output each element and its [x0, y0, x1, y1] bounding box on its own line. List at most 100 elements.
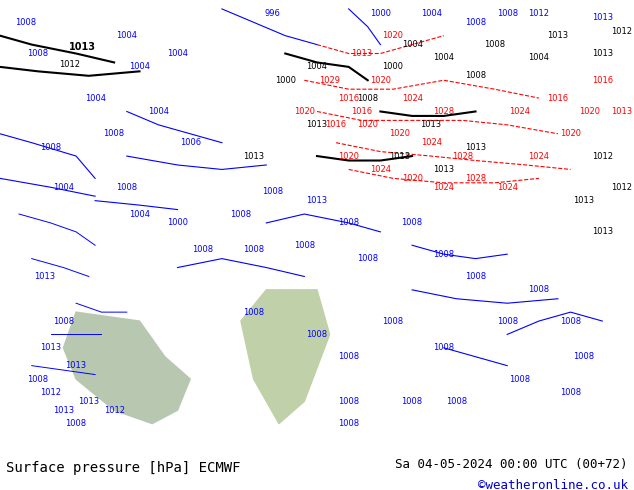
Text: 1016: 1016 — [547, 94, 569, 102]
Text: 1004: 1004 — [401, 40, 423, 49]
Text: 1008: 1008 — [465, 72, 486, 80]
Text: 1012: 1012 — [40, 388, 61, 397]
Polygon shape — [63, 312, 190, 423]
Text: 1020: 1020 — [370, 76, 391, 85]
Text: 1016: 1016 — [592, 76, 613, 85]
Text: 1008: 1008 — [560, 317, 581, 325]
Text: 1024: 1024 — [509, 107, 531, 116]
Text: 1024: 1024 — [433, 183, 455, 192]
Text: 1020: 1020 — [389, 129, 410, 138]
Text: 1008: 1008 — [338, 219, 359, 227]
Text: 1000: 1000 — [382, 62, 404, 72]
Text: 1008: 1008 — [338, 397, 359, 406]
Text: ©weatheronline.co.uk: ©weatheronline.co.uk — [477, 479, 628, 490]
Text: 1029: 1029 — [319, 76, 340, 85]
Text: 1013: 1013 — [53, 406, 74, 415]
Text: 1008: 1008 — [40, 143, 61, 151]
Text: 1020: 1020 — [357, 121, 378, 129]
Text: 1008: 1008 — [192, 245, 214, 254]
Text: 1013: 1013 — [389, 151, 410, 161]
Text: 1004: 1004 — [129, 62, 150, 72]
Text: 1000: 1000 — [370, 9, 391, 18]
Text: 1004: 1004 — [53, 183, 74, 192]
Text: 1013: 1013 — [611, 107, 632, 116]
Text: 1008: 1008 — [433, 250, 455, 259]
Text: 996: 996 — [264, 9, 281, 18]
Text: 1024: 1024 — [370, 165, 391, 174]
Text: 1024: 1024 — [496, 183, 518, 192]
Text: 1004: 1004 — [528, 53, 550, 62]
Text: 1013: 1013 — [78, 397, 100, 406]
Text: 1008: 1008 — [528, 285, 550, 294]
Text: 1008: 1008 — [338, 419, 359, 428]
Text: Surface pressure [hPa] ECMWF: Surface pressure [hPa] ECMWF — [6, 462, 241, 475]
Text: 1016: 1016 — [338, 94, 359, 102]
Text: 1012: 1012 — [103, 406, 125, 415]
Text: 1008: 1008 — [496, 9, 518, 18]
Text: 1013: 1013 — [573, 196, 594, 205]
Text: 1008: 1008 — [53, 317, 74, 325]
Text: 1016: 1016 — [351, 107, 372, 116]
Text: 1004: 1004 — [433, 53, 455, 62]
Text: 1008: 1008 — [65, 419, 87, 428]
Text: 1028: 1028 — [433, 107, 455, 116]
Text: 1020: 1020 — [382, 31, 404, 40]
Text: 1013: 1013 — [306, 196, 328, 205]
Text: 1008: 1008 — [27, 49, 49, 58]
Text: 1008: 1008 — [573, 352, 594, 361]
Polygon shape — [241, 290, 330, 423]
Text: 1008: 1008 — [465, 18, 486, 27]
Text: 1012: 1012 — [59, 60, 81, 69]
Text: 1013: 1013 — [65, 361, 87, 370]
Text: 1008: 1008 — [103, 129, 125, 138]
Text: 1008: 1008 — [294, 241, 315, 250]
Text: 1013: 1013 — [592, 49, 613, 58]
Text: 1024: 1024 — [401, 94, 423, 102]
Text: 1008: 1008 — [560, 388, 581, 397]
Text: 1008: 1008 — [401, 219, 423, 227]
Text: 1020: 1020 — [338, 151, 359, 161]
Text: 1013: 1013 — [592, 227, 613, 236]
Text: 1008: 1008 — [243, 308, 264, 317]
Text: 1008: 1008 — [357, 254, 378, 263]
Text: 1028: 1028 — [465, 174, 486, 183]
Text: 1012: 1012 — [528, 9, 550, 18]
Text: 1004: 1004 — [167, 49, 188, 58]
Text: 1000: 1000 — [167, 219, 188, 227]
Text: 1013: 1013 — [420, 121, 442, 129]
Text: 1020: 1020 — [579, 107, 600, 116]
Text: 1024: 1024 — [528, 151, 550, 161]
Text: 1012: 1012 — [611, 27, 632, 36]
Text: 1013: 1013 — [592, 13, 613, 23]
Text: 1016: 1016 — [325, 121, 347, 129]
Text: 1008: 1008 — [27, 374, 49, 384]
Text: 1008: 1008 — [433, 343, 455, 352]
Text: 1008: 1008 — [15, 18, 36, 27]
Text: 1006: 1006 — [179, 138, 201, 147]
Text: 1008: 1008 — [496, 317, 518, 325]
Text: 1004: 1004 — [116, 31, 138, 40]
Text: 1013: 1013 — [465, 143, 486, 151]
Text: 1013: 1013 — [306, 121, 328, 129]
Text: 1008: 1008 — [243, 245, 264, 254]
Text: 1013: 1013 — [547, 31, 569, 40]
Text: Sa 04-05-2024 00:00 UTC (00+72): Sa 04-05-2024 00:00 UTC (00+72) — [395, 458, 628, 471]
Text: 1000: 1000 — [275, 76, 296, 85]
Text: 1008: 1008 — [338, 352, 359, 361]
Text: 1020: 1020 — [294, 107, 315, 116]
Text: 1004: 1004 — [129, 210, 150, 219]
Text: 1008: 1008 — [357, 94, 378, 102]
Text: 1008: 1008 — [262, 187, 283, 196]
Text: 1008: 1008 — [306, 330, 328, 339]
Text: 1008: 1008 — [484, 40, 505, 49]
Text: 1013: 1013 — [69, 42, 96, 52]
Text: 1008: 1008 — [446, 397, 467, 406]
Text: 1020: 1020 — [560, 129, 581, 138]
Text: 1008: 1008 — [230, 210, 252, 219]
Text: 1012: 1012 — [611, 183, 632, 192]
Text: 1004: 1004 — [84, 94, 106, 102]
Text: 1013: 1013 — [40, 343, 61, 352]
Text: 1013: 1013 — [243, 151, 264, 161]
Text: 1012: 1012 — [592, 151, 613, 161]
Text: 1013: 1013 — [433, 165, 455, 174]
